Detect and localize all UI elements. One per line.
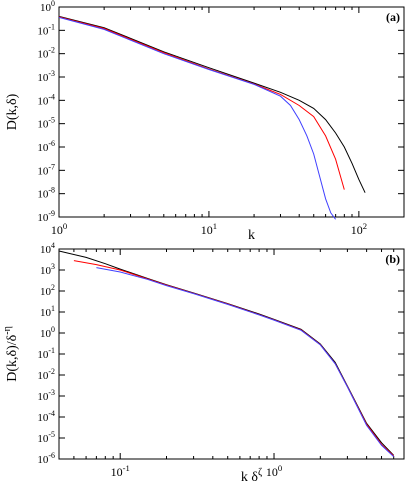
x-tick-label: 102 (351, 221, 367, 237)
y-tick-label: 10-2 (37, 46, 55, 61)
x-axis-label: k (248, 228, 255, 243)
y-axis-label: D(k,δ) (5, 93, 20, 130)
panel-a: 100 101 102 100 10-1 10-2 10-3 10-4 10-5 10-6 10-7… (5, 0, 405, 243)
x-axis-label: k δζ (241, 467, 262, 485)
x-tick-label: 101 (201, 221, 217, 237)
y-tick-label: 100 (40, 325, 55, 340)
y-tick-label: 102 (40, 283, 55, 298)
series-line (73, 260, 395, 457)
series-line (58, 16, 345, 190)
panel-label: (b) (385, 252, 400, 266)
x-tick-label: 100 (51, 221, 67, 237)
plot-frame (58, 248, 405, 460)
y-axis-label: D(k,δ)/δ-η (2, 326, 20, 382)
series-line (58, 15, 366, 193)
series-line (58, 16, 337, 220)
y-tick-label: 100 (40, 0, 55, 14)
panel-b: 10-1 100 104 103 102 101 100 10-1 10-2 10-3 10-4 10… (2, 241, 405, 485)
y-tick-label: 10-3 (37, 388, 55, 403)
y-tick-label: 10-6 (37, 139, 55, 154)
y-tick-label: 10-6 (37, 451, 55, 466)
y-tick-label: 10-4 (37, 92, 55, 107)
y-tick-label: 10-9 (37, 209, 55, 224)
panel-label: (a) (386, 10, 400, 24)
y-tick-label: 103 (40, 262, 55, 277)
y-tick-label: 10-8 (37, 186, 55, 201)
y-tick-label: 10-3 (37, 69, 55, 84)
y-tick-label: 10-2 (37, 367, 55, 382)
y-tick-label: 10-5 (37, 430, 55, 445)
y-tick-label: 101 (40, 304, 55, 319)
series-line (96, 267, 395, 457)
y-tick-label: 10-4 (37, 409, 55, 424)
y-tick-label: 10-1 (37, 22, 55, 37)
y-tick-label: 104 (40, 241, 55, 256)
y-tick-label: 10-1 (37, 346, 55, 361)
y-tick-label: 10-7 (37, 162, 55, 177)
y-tick-label: 10-5 (37, 116, 55, 131)
plot-frame (58, 6, 405, 218)
x-tick-label: 10-1 (111, 463, 130, 479)
series-line (58, 250, 395, 456)
x-tick-label: 100 (266, 463, 282, 479)
